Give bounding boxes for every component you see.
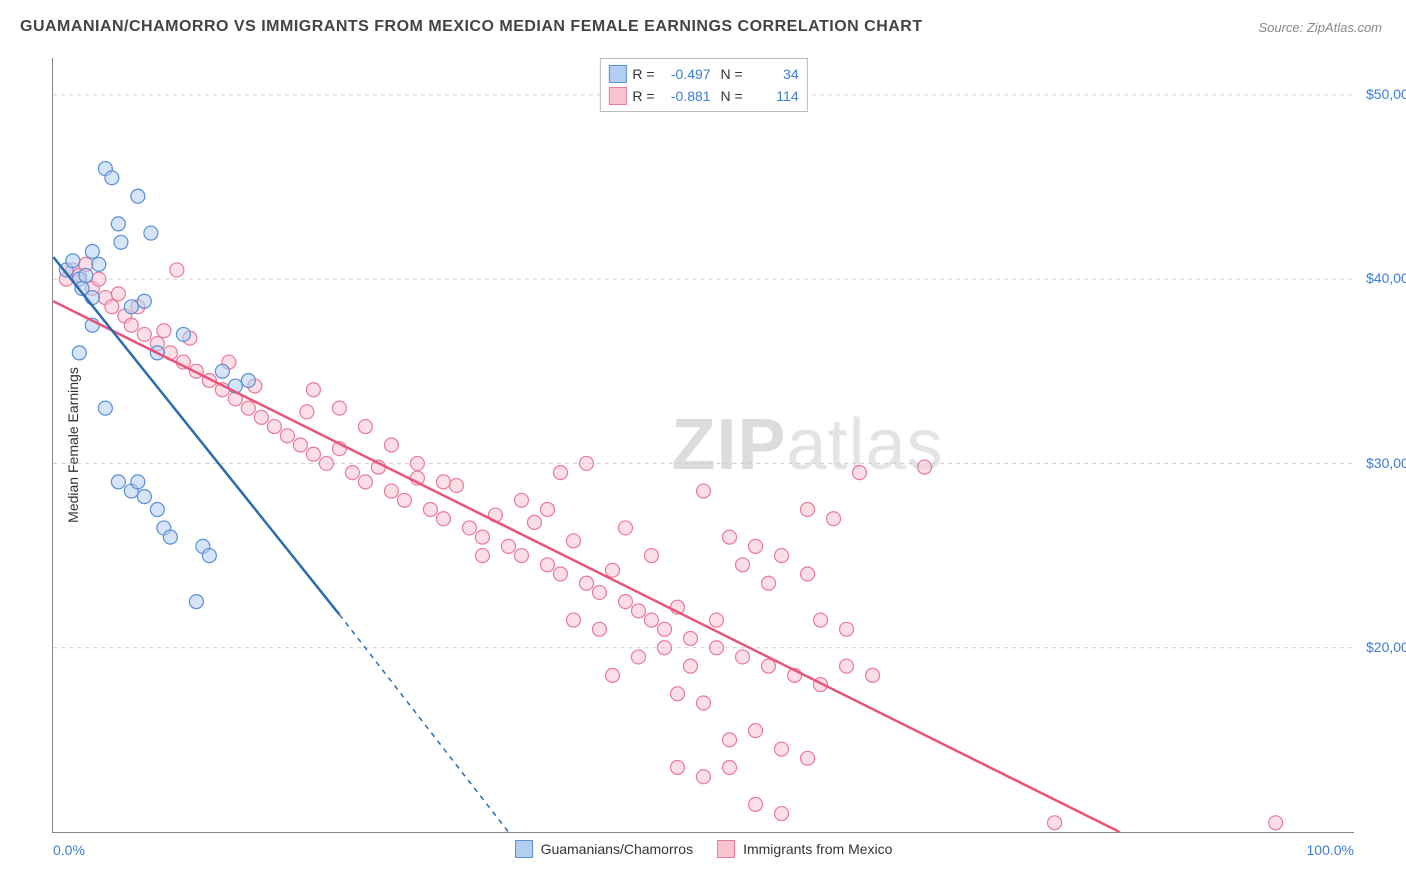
legend-label-2: Immigrants from Mexico <box>743 841 892 857</box>
source-label: Source: ZipAtlas.com <box>1258 20 1382 35</box>
stats-row-series-1: R = -0.497 N = 34 <box>608 63 798 85</box>
legend-item-2: Immigrants from Mexico <box>717 840 892 858</box>
stats-row-series-2: R = -0.881 N = 114 <box>608 85 798 107</box>
correlation-chart: GUAMANIAN/CHAMORRO VS IMMIGRANTS FROM ME… <box>0 0 1406 892</box>
plot-area: Median Female Earnings ZIPatlas R = -0.4… <box>52 58 1354 833</box>
swatch-series-1 <box>608 65 626 83</box>
chart-title: GUAMANIAN/CHAMORRO VS IMMIGRANTS FROM ME… <box>20 18 923 36</box>
ytick-label: $50,000 <box>1358 86 1406 102</box>
legend-swatch-1 <box>515 840 533 858</box>
legend-swatch-2 <box>717 840 735 858</box>
ytick-label: $40,000 <box>1358 270 1406 286</box>
legend-item-1: Guamanians/Chamorros <box>515 840 694 858</box>
ytick-label: $20,000 <box>1358 639 1406 655</box>
ytick-label: $30,000 <box>1358 455 1406 471</box>
xtick-left: 0.0% <box>53 842 85 858</box>
stats-legend-box: R = -0.497 N = 34 R = -0.881 N = 114 <box>599 58 807 112</box>
xtick-right: 100.0% <box>1307 842 1354 858</box>
scatter-svg <box>53 58 1354 832</box>
swatch-series-2 <box>608 87 626 105</box>
legend-label-1: Guamanians/Chamorros <box>541 841 694 857</box>
bottom-legend: Guamanians/Chamorros Immigrants from Mex… <box>515 840 893 858</box>
